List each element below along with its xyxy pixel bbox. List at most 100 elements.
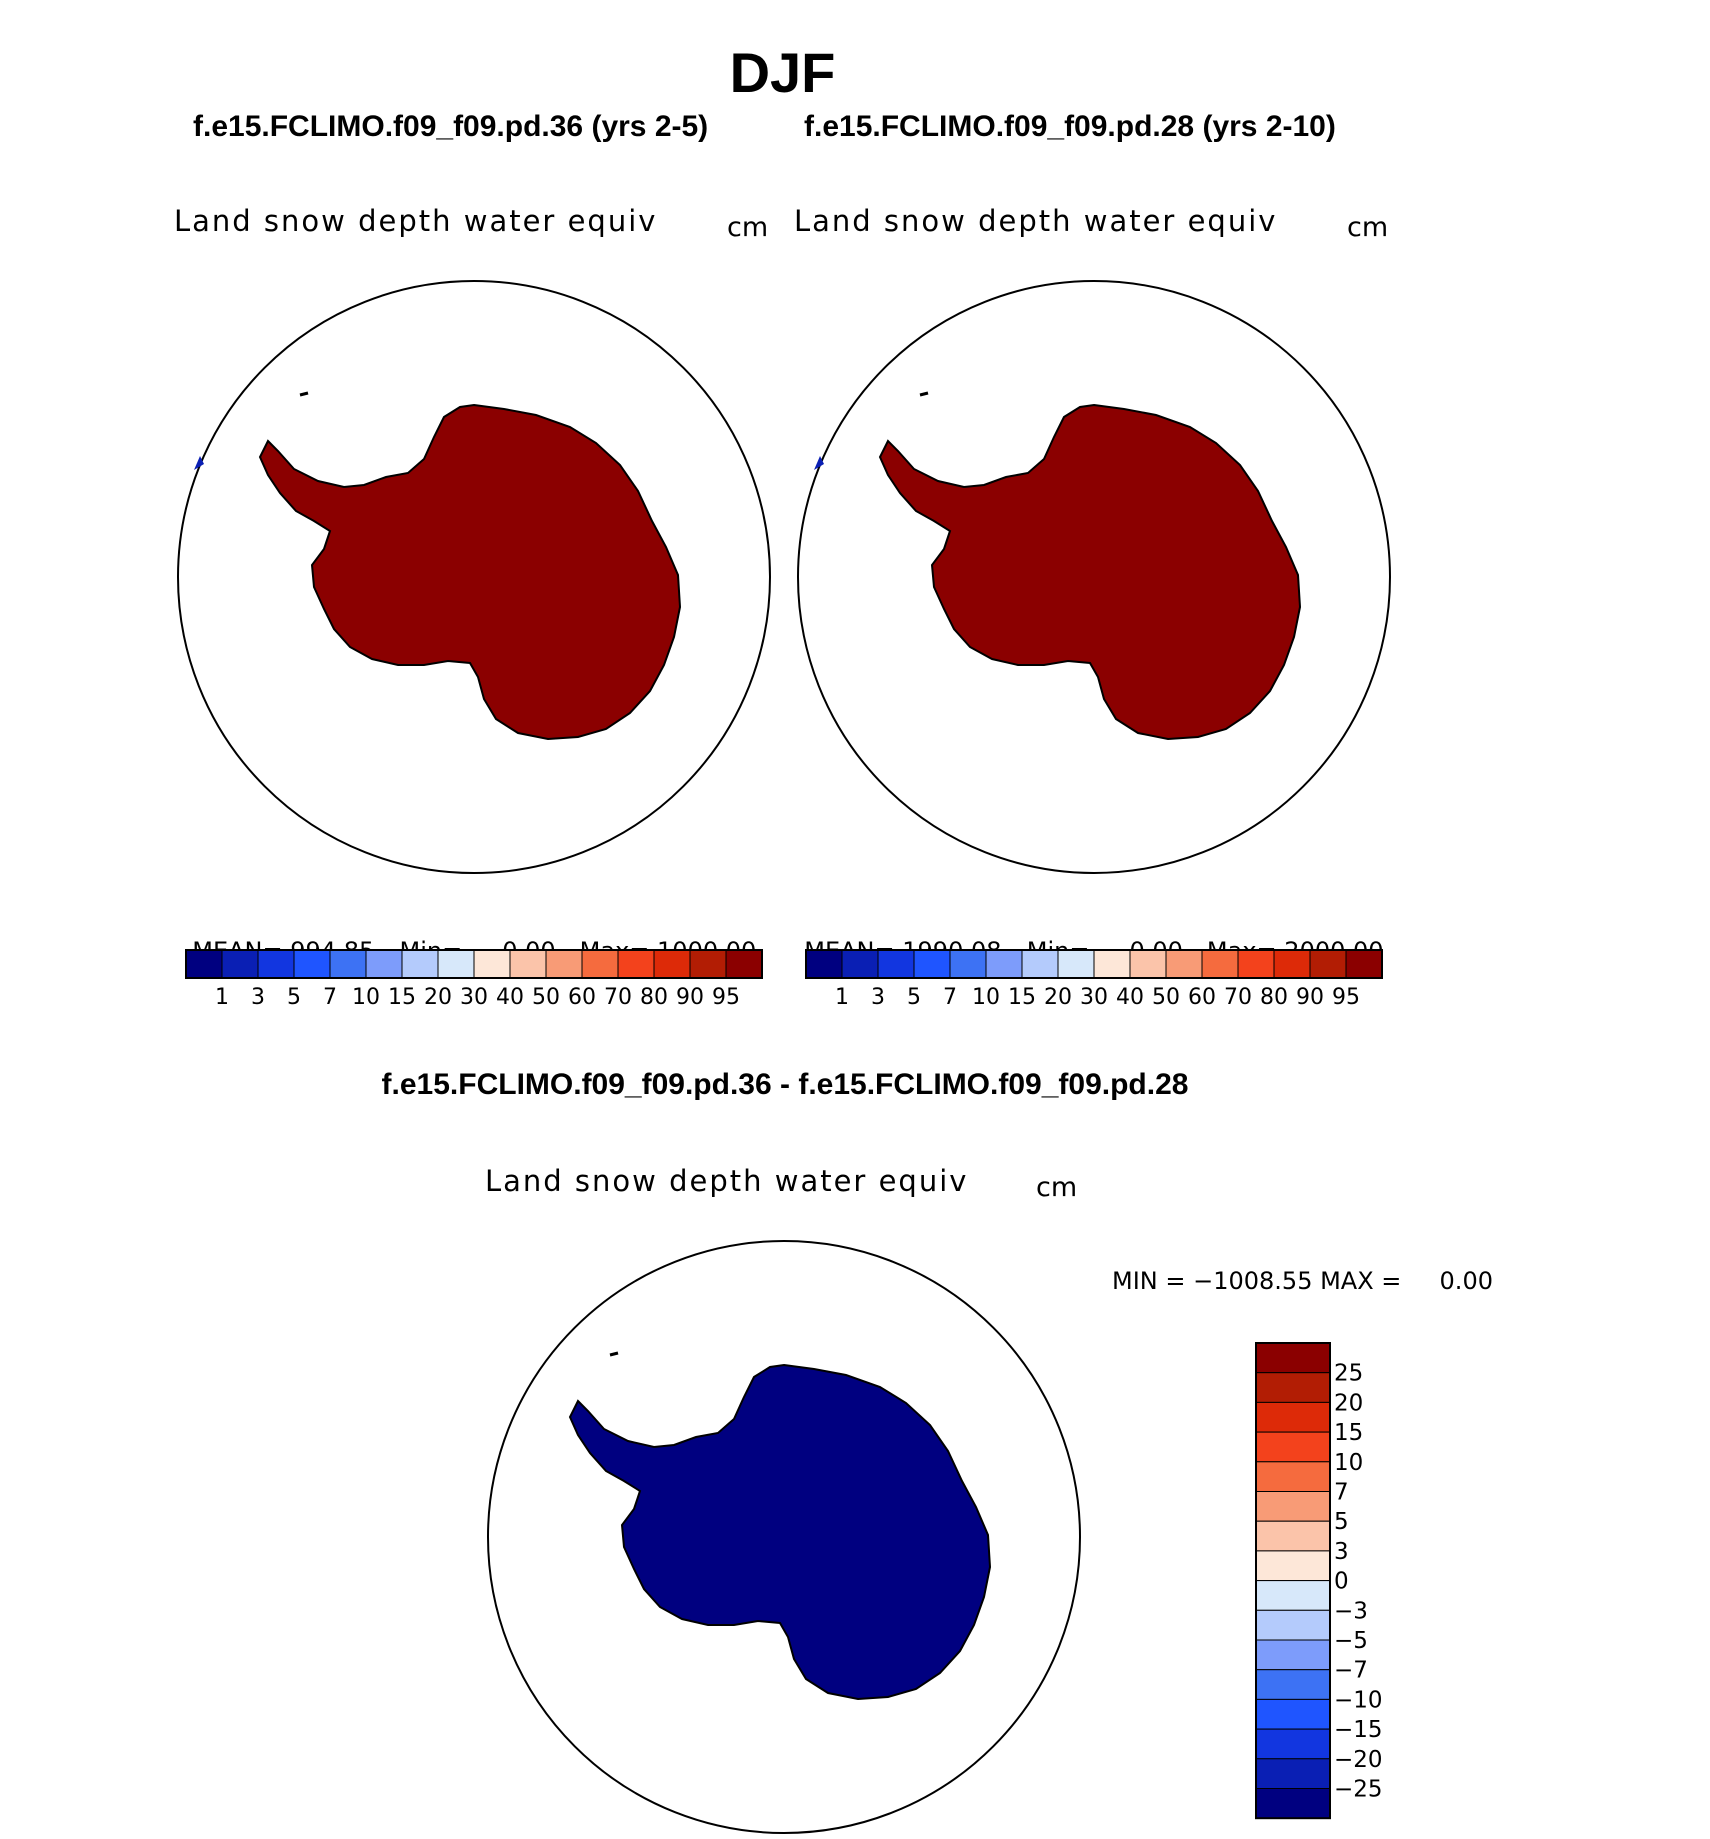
colorbar-tick-label: 30 [460, 985, 488, 1010]
colorbar-tick-label: 7 [1334, 1480, 1349, 1506]
colorbar-tick-label: 50 [1152, 985, 1180, 1010]
colorbar-tick-label: −15 [1334, 1717, 1383, 1743]
colorbar-tick-label: 90 [676, 985, 704, 1010]
colorbar-tick-label: 20 [1334, 1390, 1363, 1416]
colorbar-tick-label: 7 [943, 985, 957, 1010]
colorbar-swatch [1255, 1728, 1331, 1760]
colorbar-swatch [221, 949, 259, 979]
colorbar-tick-label: 10 [1334, 1450, 1363, 1476]
case-title-right: f.e15.FCLIMO.f09_f09.pd.28 (yrs 2-10) [804, 110, 1336, 143]
colorbar-tick-label: 10 [352, 985, 380, 1010]
coast-fragment-right [814, 456, 824, 470]
colorbar-swatch [329, 949, 367, 979]
colorbar-tick-label: 7 [323, 985, 337, 1010]
colorbar-tick-label: −20 [1334, 1747, 1383, 1773]
colorbar-swatch [913, 949, 951, 979]
colorbar-swatch [545, 949, 583, 979]
colorbar-tick-label: 5 [1334, 1509, 1349, 1535]
colorbar-tick-label: 3 [871, 985, 885, 1010]
variable-label-left: Land snow depth water equiv [174, 204, 658, 238]
colorbar-swatch [1255, 1461, 1331, 1493]
map-diff [487, 1240, 1081, 1834]
colorbar-tick-label: 40 [1116, 985, 1144, 1010]
colorbar-frame [185, 949, 763, 979]
colorbar-swatch [1201, 949, 1239, 979]
colorbar-tick-label: 90 [1296, 985, 1324, 1010]
colorbar-tick-label: 15 [388, 985, 416, 1010]
colorbar-swatch [473, 949, 511, 979]
colorbar-swatch [581, 949, 619, 979]
colorbar-tick-label: 3 [1334, 1539, 1349, 1565]
colorbar-tick-label: 3 [251, 985, 265, 1010]
colorbar-swatch [949, 949, 987, 979]
colorbar-swatch [1255, 1401, 1331, 1433]
colorbar-frame [1255, 1342, 1331, 1820]
units-label-right: cm [1347, 212, 1389, 243]
colorbar-tick-label: 0 [1334, 1569, 1349, 1595]
colorbar-tick-label: 1 [835, 985, 849, 1010]
colorbar-swatch [653, 949, 691, 979]
island-diff [609, 1351, 619, 1357]
colorbar-tick-label: 60 [568, 985, 596, 1010]
colorbar-swatch [1255, 1342, 1331, 1374]
colorbar-tick-label: −7 [1334, 1658, 1368, 1684]
colorbar-tick-label: 40 [496, 985, 524, 1010]
colorbar-swatch [1255, 1788, 1331, 1819]
colorbar-tick-label: 70 [1224, 985, 1252, 1010]
difference-title: f.e15.FCLIMO.f09_f09.pd.36 - f.e15.FCLIM… [381, 1068, 1189, 1101]
colorbar-swatch [877, 949, 915, 979]
map-right [797, 280, 1391, 874]
colorbar-tick-label: 30 [1080, 985, 1108, 1010]
colorbar-tick-label: 70 [604, 985, 632, 1010]
colorbar-tick-label: 1 [215, 985, 229, 1010]
colorbar-swatch [1129, 949, 1167, 979]
units-label-diff: cm [1036, 1172, 1078, 1203]
colorbar-swatch [1273, 949, 1311, 979]
colorbar-tick-label: 15 [1008, 985, 1036, 1010]
season-title: DJF [729, 41, 836, 104]
colorbar-tick-label: 10 [972, 985, 1000, 1010]
colorbar-swatch [1165, 949, 1203, 979]
diff-minmax: MIN = −1008.55 MAX = 0.00 [1112, 1267, 1493, 1295]
colorbar-swatch [257, 949, 295, 979]
colorbar-tick-label: −3 [1334, 1598, 1368, 1624]
colorbar-swatch [1255, 1698, 1331, 1730]
colorbar-swatch [1255, 1372, 1331, 1403]
colorbar-tick-label: 5 [907, 985, 921, 1010]
map-left [177, 280, 771, 874]
colorbar-swatch [1255, 1580, 1331, 1611]
colorbar-swatch [725, 949, 763, 979]
colorbar-swatch [985, 949, 1023, 979]
colorbar-tick-label: 25 [1334, 1361, 1363, 1387]
colorbar-tick-label: 20 [424, 985, 452, 1010]
island-left [299, 391, 309, 397]
colorbar-swatch [1255, 1431, 1331, 1463]
colorbar-swatch [185, 949, 223, 979]
units-label-left: cm [727, 212, 769, 243]
variable-label-diff: Land snow depth water equiv [485, 1164, 969, 1198]
colorbar-left: 1 3 5 7 10 15 20 30 40 50 60 70 80 90 95 [185, 949, 763, 1010]
colorbar-swatch [1255, 1669, 1331, 1700]
colorbar-tick-label: 50 [532, 985, 560, 1010]
colorbar-swatch [805, 949, 843, 979]
colorbar-tick-label: −5 [1334, 1628, 1368, 1654]
colorbar-tick-label: −10 [1334, 1687, 1383, 1713]
colorbar-swatch [841, 949, 879, 979]
island-right [919, 391, 929, 397]
colorbar-swatch [293, 949, 331, 979]
colorbar-swatch [1255, 1758, 1331, 1790]
colorbar-swatch [617, 949, 655, 979]
colorbar-swatch [1255, 1550, 1331, 1582]
colorbar-tick-label: 20 [1044, 985, 1072, 1010]
colorbar-swatch [1237, 949, 1275, 979]
colorbar-diff: 25 20 15 10 7 5 3 0 −3 −5 −7 −10 −15 −20 −25 [1255, 1342, 1383, 1820]
colorbar-tick-label: 95 [712, 985, 740, 1010]
colorbar-tick-label: 5 [287, 985, 301, 1010]
colorbar-tick-label: 15 [1334, 1420, 1363, 1446]
colorbar-swatch [401, 949, 439, 979]
colorbar-swatch [437, 949, 475, 979]
colorbar-swatch [1255, 1491, 1331, 1522]
colorbar-swatch [1093, 949, 1131, 979]
colorbar-right: 1 3 5 7 10 15 20 30 40 50 60 70 80 90 95 [805, 949, 1383, 1010]
